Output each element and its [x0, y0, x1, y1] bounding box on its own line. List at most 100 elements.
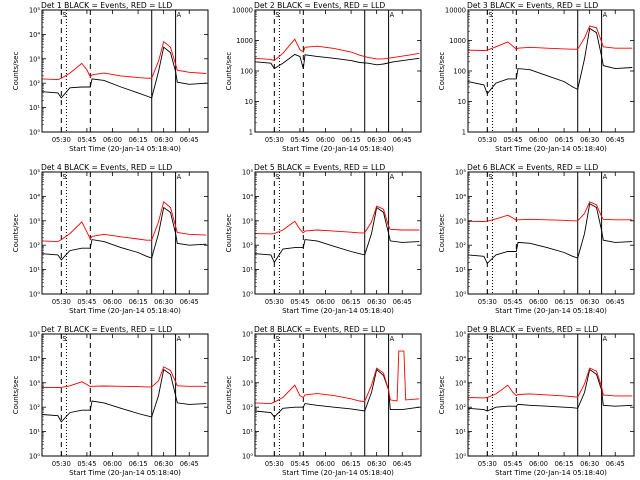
lld-series-line [41, 40, 207, 81]
y-tick-label: 100 [453, 68, 466, 76]
y-tick-label: 10² [29, 242, 40, 250]
x-tick-label: 05:45 [290, 460, 309, 468]
panel-title: Det 9 BLACK = Events, RED = LLD [467, 325, 598, 334]
y-tick-label: 10⁴ [29, 355, 40, 363]
lld-series-line [254, 205, 420, 235]
y-tick-label: 10³ [29, 55, 40, 63]
x-tick-label: 06:45 [393, 136, 412, 144]
x-tick-label: 06:15 [129, 460, 148, 468]
x-tick-label: 05:30 [478, 460, 497, 468]
interval-marker: S [488, 335, 492, 343]
y-tick-label: 10⁵ [29, 7, 40, 15]
events-series-line [41, 46, 207, 99]
x-tick-label: 06:00 [316, 136, 335, 144]
interval-marker: S [488, 173, 492, 181]
lld-series-line [467, 201, 633, 222]
plot-frame [254, 333, 422, 457]
x-tick-label: 06:30 [580, 298, 599, 306]
y-tick-label: 10¹ [242, 266, 253, 274]
y-tick-label: 10⁰ [455, 291, 466, 299]
interval-marker: A [603, 173, 608, 181]
lld-series-line [254, 38, 420, 62]
x-tick-label: 06:30 [154, 136, 173, 144]
x-axis-label: Start Time (20-Jan-14 05:18:40) [495, 307, 607, 315]
y-tick-label: 10² [242, 404, 253, 412]
lld-series-line [467, 25, 633, 51]
x-tick-label: 06:30 [367, 298, 386, 306]
x-tick-label: 05:30 [478, 136, 497, 144]
plot-frame [467, 333, 635, 457]
lld-series-line [254, 350, 420, 405]
y-tick-label: 1 [249, 129, 253, 137]
y-axis-label: Counts/sec [438, 376, 446, 415]
interval-marker: S [62, 173, 66, 181]
interval-marker: A [177, 335, 182, 343]
x-axis-label: Start Time (20-Jan-14 05:18:40) [495, 145, 607, 153]
y-tick-label: 10⁴ [455, 193, 466, 201]
x-tick-label: 06:45 [180, 136, 199, 144]
x-tick-label: 05:45 [77, 460, 96, 468]
x-tick-label: 06:00 [316, 298, 335, 306]
x-axis-label: Start Time (20-Jan-14 05:18:40) [282, 145, 394, 153]
x-tick-label: 05:30 [52, 136, 71, 144]
y-tick-label: 10² [455, 404, 466, 412]
x-tick-label: 06:45 [180, 298, 199, 306]
interval-marker: A [177, 173, 182, 181]
x-tick-label: 06:00 [316, 460, 335, 468]
y-tick-label: 10⁴ [242, 193, 253, 201]
x-tick-label: 06:00 [103, 136, 122, 144]
y-tick-label: 10⁵ [455, 169, 466, 177]
x-tick-label: 05:30 [52, 460, 71, 468]
plot-frame [41, 171, 209, 295]
y-tick-label: 10² [29, 80, 40, 88]
x-axis-label: Start Time (20-Jan-14 05:18:40) [282, 307, 394, 315]
x-tick-label: 06:30 [154, 298, 173, 306]
y-tick-label: 10³ [29, 217, 40, 225]
plot-frame [41, 333, 209, 457]
interval-marker: A [603, 11, 608, 19]
x-axis-label: Start Time (20-Jan-14 05:18:40) [69, 145, 181, 153]
y-tick-label: 10¹ [455, 266, 466, 274]
x-tick-label: 06:00 [529, 298, 548, 306]
x-tick-label: 05:45 [503, 460, 522, 468]
x-tick-label: 06:45 [393, 460, 412, 468]
events-series-line [467, 368, 633, 412]
y-tick-label: 100 [240, 68, 253, 76]
y-tick-label: 10³ [455, 217, 466, 225]
x-tick-label: 05:45 [503, 298, 522, 306]
y-tick-label: 10⁴ [242, 355, 253, 363]
events-series-line [467, 202, 633, 265]
panel-title: Det 5 BLACK = Events, RED = LLD [254, 163, 385, 172]
y-tick-label: 10⁴ [455, 355, 466, 363]
y-tick-label: 10⁴ [29, 193, 40, 201]
panel-title: Det 2 BLACK = Events, RED = LLD [254, 1, 385, 10]
x-tick-label: 05:45 [503, 136, 522, 144]
x-axis-label: Start Time (20-Jan-14 05:18:40) [282, 469, 394, 477]
y-tick-label: 10³ [242, 379, 253, 387]
events-series-line [254, 53, 420, 70]
lld-series-line [41, 366, 207, 388]
lld-series-line [41, 200, 207, 243]
y-tick-label: 10³ [29, 379, 40, 387]
x-tick-label: 06:00 [103, 298, 122, 306]
x-tick-label: 05:45 [77, 136, 96, 144]
x-tick-label: 06:00 [103, 460, 122, 468]
y-tick-label: 10⁰ [29, 453, 40, 461]
interval-marker: S [488, 11, 492, 19]
y-tick-label: 10¹ [29, 266, 40, 274]
y-tick-label: 1000 [236, 37, 253, 45]
interval-marker: S [275, 173, 279, 181]
y-tick-label: 10¹ [29, 104, 40, 112]
x-tick-label: 06:45 [606, 136, 625, 144]
y-tick-label: 10⁵ [242, 331, 253, 339]
y-tick-label: 10⁰ [29, 291, 40, 299]
x-tick-label: 05:45 [290, 298, 309, 306]
y-tick-label: 10³ [242, 217, 253, 225]
interval-marker: A [177, 11, 182, 19]
x-tick-label: 06:15 [342, 298, 361, 306]
